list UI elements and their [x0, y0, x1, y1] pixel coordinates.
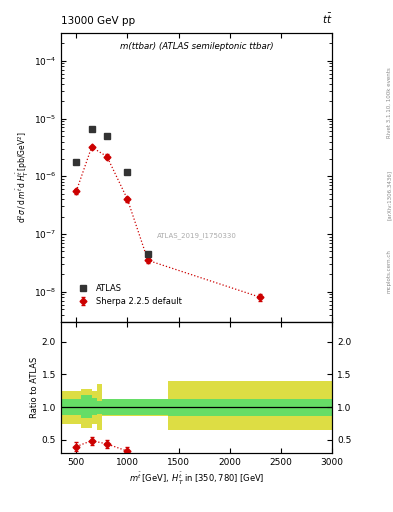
Text: ATLAS_2019_I1750330: ATLAS_2019_I1750330	[156, 232, 237, 239]
ATLAS	[105, 133, 109, 139]
Legend: ATLAS, Sherpa 2.2.5 default: ATLAS, Sherpa 2.2.5 default	[73, 280, 185, 309]
Line: ATLAS: ATLAS	[73, 126, 151, 257]
Text: $t\bar{t}$: $t\bar{t}$	[321, 11, 332, 26]
Text: 13000 GeV pp: 13000 GeV pp	[61, 15, 135, 26]
X-axis label: $m^{\bar{t}}\,[\mathrm{GeV}],\;H_T^{\bar{t}}\;\mathrm{in}\;[350,780]\;[\mathrm{G: $m^{\bar{t}}\,[\mathrm{GeV}],\;H_T^{\bar…	[129, 471, 264, 487]
Text: m(ttbar) (ATLAS semileptonic ttbar): m(ttbar) (ATLAS semileptonic ttbar)	[120, 42, 273, 51]
ATLAS	[145, 251, 150, 257]
Text: mcplots.cern.ch: mcplots.cern.ch	[387, 249, 392, 293]
Y-axis label: $\mathrm{d}^2\sigma\,/\,\mathrm{d}\,m^{\bar{t}}\,\mathrm{d}\,H_T^{\bar{t}}\,[\ma: $\mathrm{d}^2\sigma\,/\,\mathrm{d}\,m^{\…	[15, 132, 31, 223]
ATLAS	[125, 168, 130, 175]
ATLAS	[89, 126, 94, 133]
Text: [arXiv:1306.3436]: [arXiv:1306.3436]	[387, 169, 392, 220]
Text: Rivet 3.1.10, 100k events: Rivet 3.1.10, 100k events	[387, 67, 392, 138]
Y-axis label: Ratio to ATLAS: Ratio to ATLAS	[30, 357, 39, 418]
ATLAS	[74, 159, 79, 165]
